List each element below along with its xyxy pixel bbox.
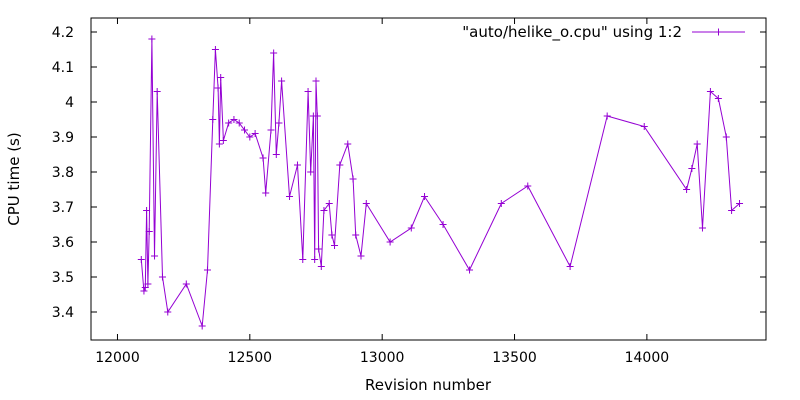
data-point xyxy=(143,207,151,214)
y-tick-label: 4.1 xyxy=(52,60,74,76)
data-point xyxy=(164,308,172,316)
data-point xyxy=(307,168,315,176)
y-tick-label: 4 xyxy=(65,95,74,111)
data-point xyxy=(352,231,360,239)
data-point xyxy=(304,88,312,95)
legend-marker xyxy=(715,28,722,36)
y-axis-label: CPU time (s) xyxy=(5,132,23,225)
data-point xyxy=(320,207,328,214)
y-tick-label: 3.9 xyxy=(52,130,74,146)
legend-entry-label: "auto/helike_o.cpu" using 1:2 xyxy=(462,23,682,42)
data-point xyxy=(241,126,249,134)
data-point xyxy=(217,74,225,81)
data-point xyxy=(145,228,153,235)
data-point xyxy=(439,221,447,228)
x-tick-label: 13500 xyxy=(492,350,537,366)
data-point xyxy=(736,200,744,207)
legend: "auto/helike_o.cpu" using 1:2 xyxy=(462,23,745,42)
series-group xyxy=(137,35,744,330)
data-point xyxy=(331,242,339,249)
data-point xyxy=(315,245,323,253)
data-point xyxy=(344,140,352,148)
data-point xyxy=(259,154,267,162)
data-point xyxy=(211,46,219,53)
data-point xyxy=(566,263,574,270)
x-tick-label: 12000 xyxy=(95,350,140,366)
data-point xyxy=(144,280,152,288)
y-tick-label: 3.5 xyxy=(52,270,74,286)
data-point xyxy=(698,224,706,232)
data-point xyxy=(421,193,429,200)
x-axis-label: Revision number xyxy=(365,376,492,394)
data-point xyxy=(275,119,283,127)
data-point xyxy=(313,112,321,120)
data-point xyxy=(706,88,714,95)
data-point xyxy=(317,263,325,270)
data-point xyxy=(728,207,736,214)
data-point xyxy=(151,252,159,260)
y-tick-label: 4.2 xyxy=(52,25,74,41)
data-point xyxy=(215,140,223,148)
data-point xyxy=(407,224,415,232)
data-point xyxy=(336,161,344,169)
data-point xyxy=(225,119,233,127)
data-point xyxy=(140,287,148,295)
data-point xyxy=(137,256,145,263)
data-point xyxy=(286,193,294,200)
data-point xyxy=(214,84,222,92)
data-point xyxy=(153,88,161,95)
data-point xyxy=(158,273,166,281)
plot-frame xyxy=(90,17,767,341)
data-point xyxy=(278,77,286,85)
x-axis: 12000 12500 13000 13500 14000 xyxy=(95,18,669,366)
data-point xyxy=(246,133,254,141)
x-tick-label: 14000 xyxy=(625,350,670,366)
data-point xyxy=(312,77,320,85)
y-tick-label: 3.8 xyxy=(52,165,74,181)
data-point xyxy=(299,256,307,263)
data-point xyxy=(270,49,278,57)
y-tick-label: 3.4 xyxy=(52,305,74,321)
data-point xyxy=(203,266,211,274)
data-point xyxy=(328,231,336,239)
x-tick-label: 13000 xyxy=(360,350,405,366)
data-point xyxy=(311,256,319,263)
data-point xyxy=(640,123,648,130)
data-point xyxy=(714,95,722,102)
y-tick-label: 3.6 xyxy=(52,235,74,251)
data-point xyxy=(293,161,301,169)
data-point xyxy=(497,200,505,207)
data-point xyxy=(235,119,243,127)
data-point xyxy=(148,35,156,43)
data-point xyxy=(349,175,357,183)
data-point xyxy=(693,140,701,148)
data-point xyxy=(466,266,474,274)
x-tick-label: 12500 xyxy=(228,350,273,366)
data-point xyxy=(362,200,370,207)
data-point xyxy=(262,189,270,197)
data-point xyxy=(325,200,333,207)
data-point xyxy=(198,322,206,330)
data-point xyxy=(182,280,190,288)
data-point xyxy=(722,133,730,141)
data-point xyxy=(386,238,394,246)
data-point xyxy=(357,252,365,260)
y-axis: 3.4 3.5 3.6 3.7 3.8 3.9 4 4.1 4.2 xyxy=(52,25,766,321)
data-point xyxy=(251,130,259,137)
legend-marker-plus xyxy=(715,28,722,36)
data-point xyxy=(272,151,280,158)
y-tick-label: 3.7 xyxy=(52,200,74,216)
data-point xyxy=(219,137,227,144)
series-line xyxy=(140,38,740,327)
data-point xyxy=(524,182,532,190)
data-point xyxy=(688,165,696,172)
data-point xyxy=(267,126,275,134)
data-point xyxy=(603,112,611,120)
data-point xyxy=(230,116,238,123)
data-point xyxy=(683,186,691,193)
data-point xyxy=(209,116,217,123)
